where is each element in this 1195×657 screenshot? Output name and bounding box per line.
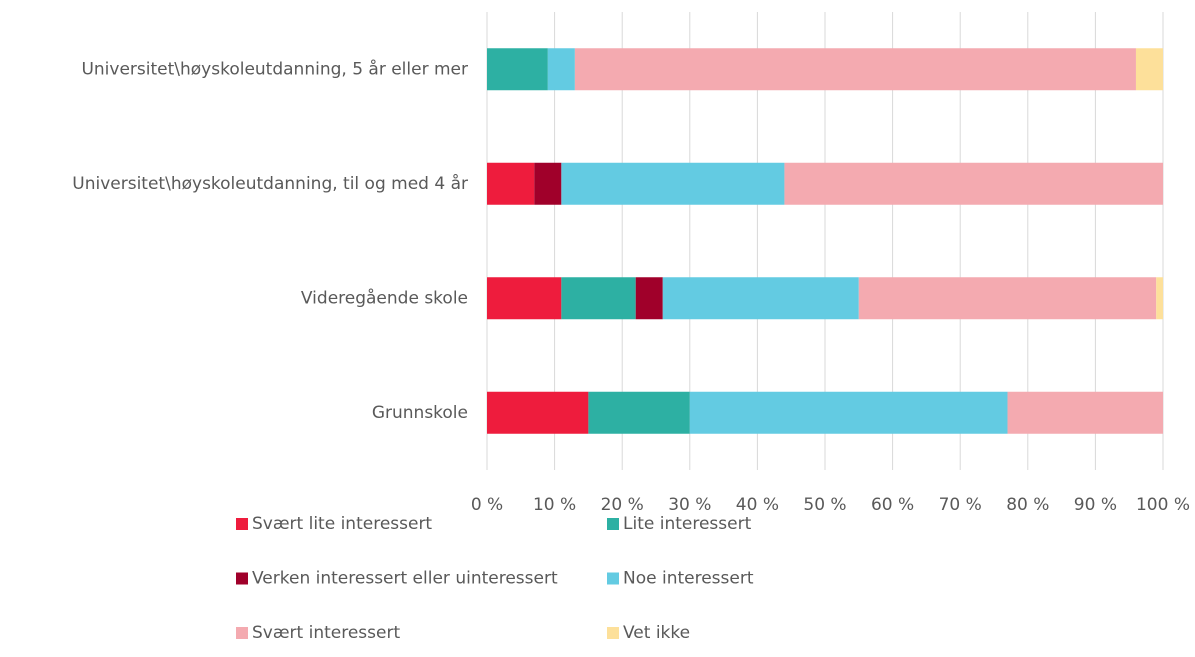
x-tick-label: 60 %: [871, 495, 914, 515]
bar-segment: [561, 277, 636, 320]
bar-segment: [662, 277, 859, 320]
x-tick-label: 90 %: [1074, 495, 1117, 515]
legend-swatch: [236, 627, 248, 639]
bar-segment: [784, 162, 1163, 205]
x-tick-label: 100 %: [1136, 495, 1190, 515]
bar-segment: [547, 48, 575, 91]
y-tick-label: Universitet\høyskoleutdanning, 5 år elle…: [81, 58, 468, 79]
x-tick-label: 40 %: [736, 495, 779, 515]
bar-segment: [1135, 48, 1163, 91]
legend-swatch: [607, 518, 619, 530]
x-tick-label: 10 %: [533, 495, 576, 515]
y-tick-label: Universitet\høyskoleutdanning, til og me…: [72, 173, 468, 194]
x-tick-label: 70 %: [939, 495, 982, 515]
legend-swatch: [607, 572, 619, 585]
legend-label: Svært interessert: [252, 623, 400, 643]
x-tick-label: 20 %: [601, 495, 644, 515]
x-tick-label: 0 %: [471, 495, 503, 515]
legend-swatch: [236, 518, 248, 530]
legend-label: Noe interessert: [623, 569, 754, 589]
bar-segment: [487, 162, 535, 205]
bar-segment: [487, 391, 589, 434]
bar-segment: [689, 391, 1008, 434]
legend-swatch: [607, 627, 619, 639]
bar-segment: [561, 162, 785, 205]
bar-segment: [487, 48, 548, 91]
bar-segment: [487, 277, 562, 320]
bar-segment: [588, 391, 690, 434]
bar-segment: [1007, 391, 1163, 434]
bar-segment: [1156, 277, 1163, 320]
legend-label: Lite interessert: [623, 514, 752, 534]
x-tick-label: 30 %: [668, 495, 711, 515]
legend-label: Svært lite interessert: [252, 514, 432, 534]
bar-segment: [858, 277, 1157, 320]
y-tick-label: Videregående skole: [301, 287, 468, 308]
bar-segment: [574, 48, 1136, 91]
legend-label: Vet ikke: [623, 623, 690, 643]
x-tick-label: 80 %: [1006, 495, 1049, 515]
x-tick-label: 50 %: [803, 495, 846, 515]
bar-segment: [635, 277, 663, 320]
bar-segment: [534, 162, 562, 205]
y-tick-label: Grunnskole: [372, 403, 468, 423]
legend-swatch: [236, 572, 248, 585]
legend-label: Verken interessert eller uinteressert: [252, 569, 558, 589]
